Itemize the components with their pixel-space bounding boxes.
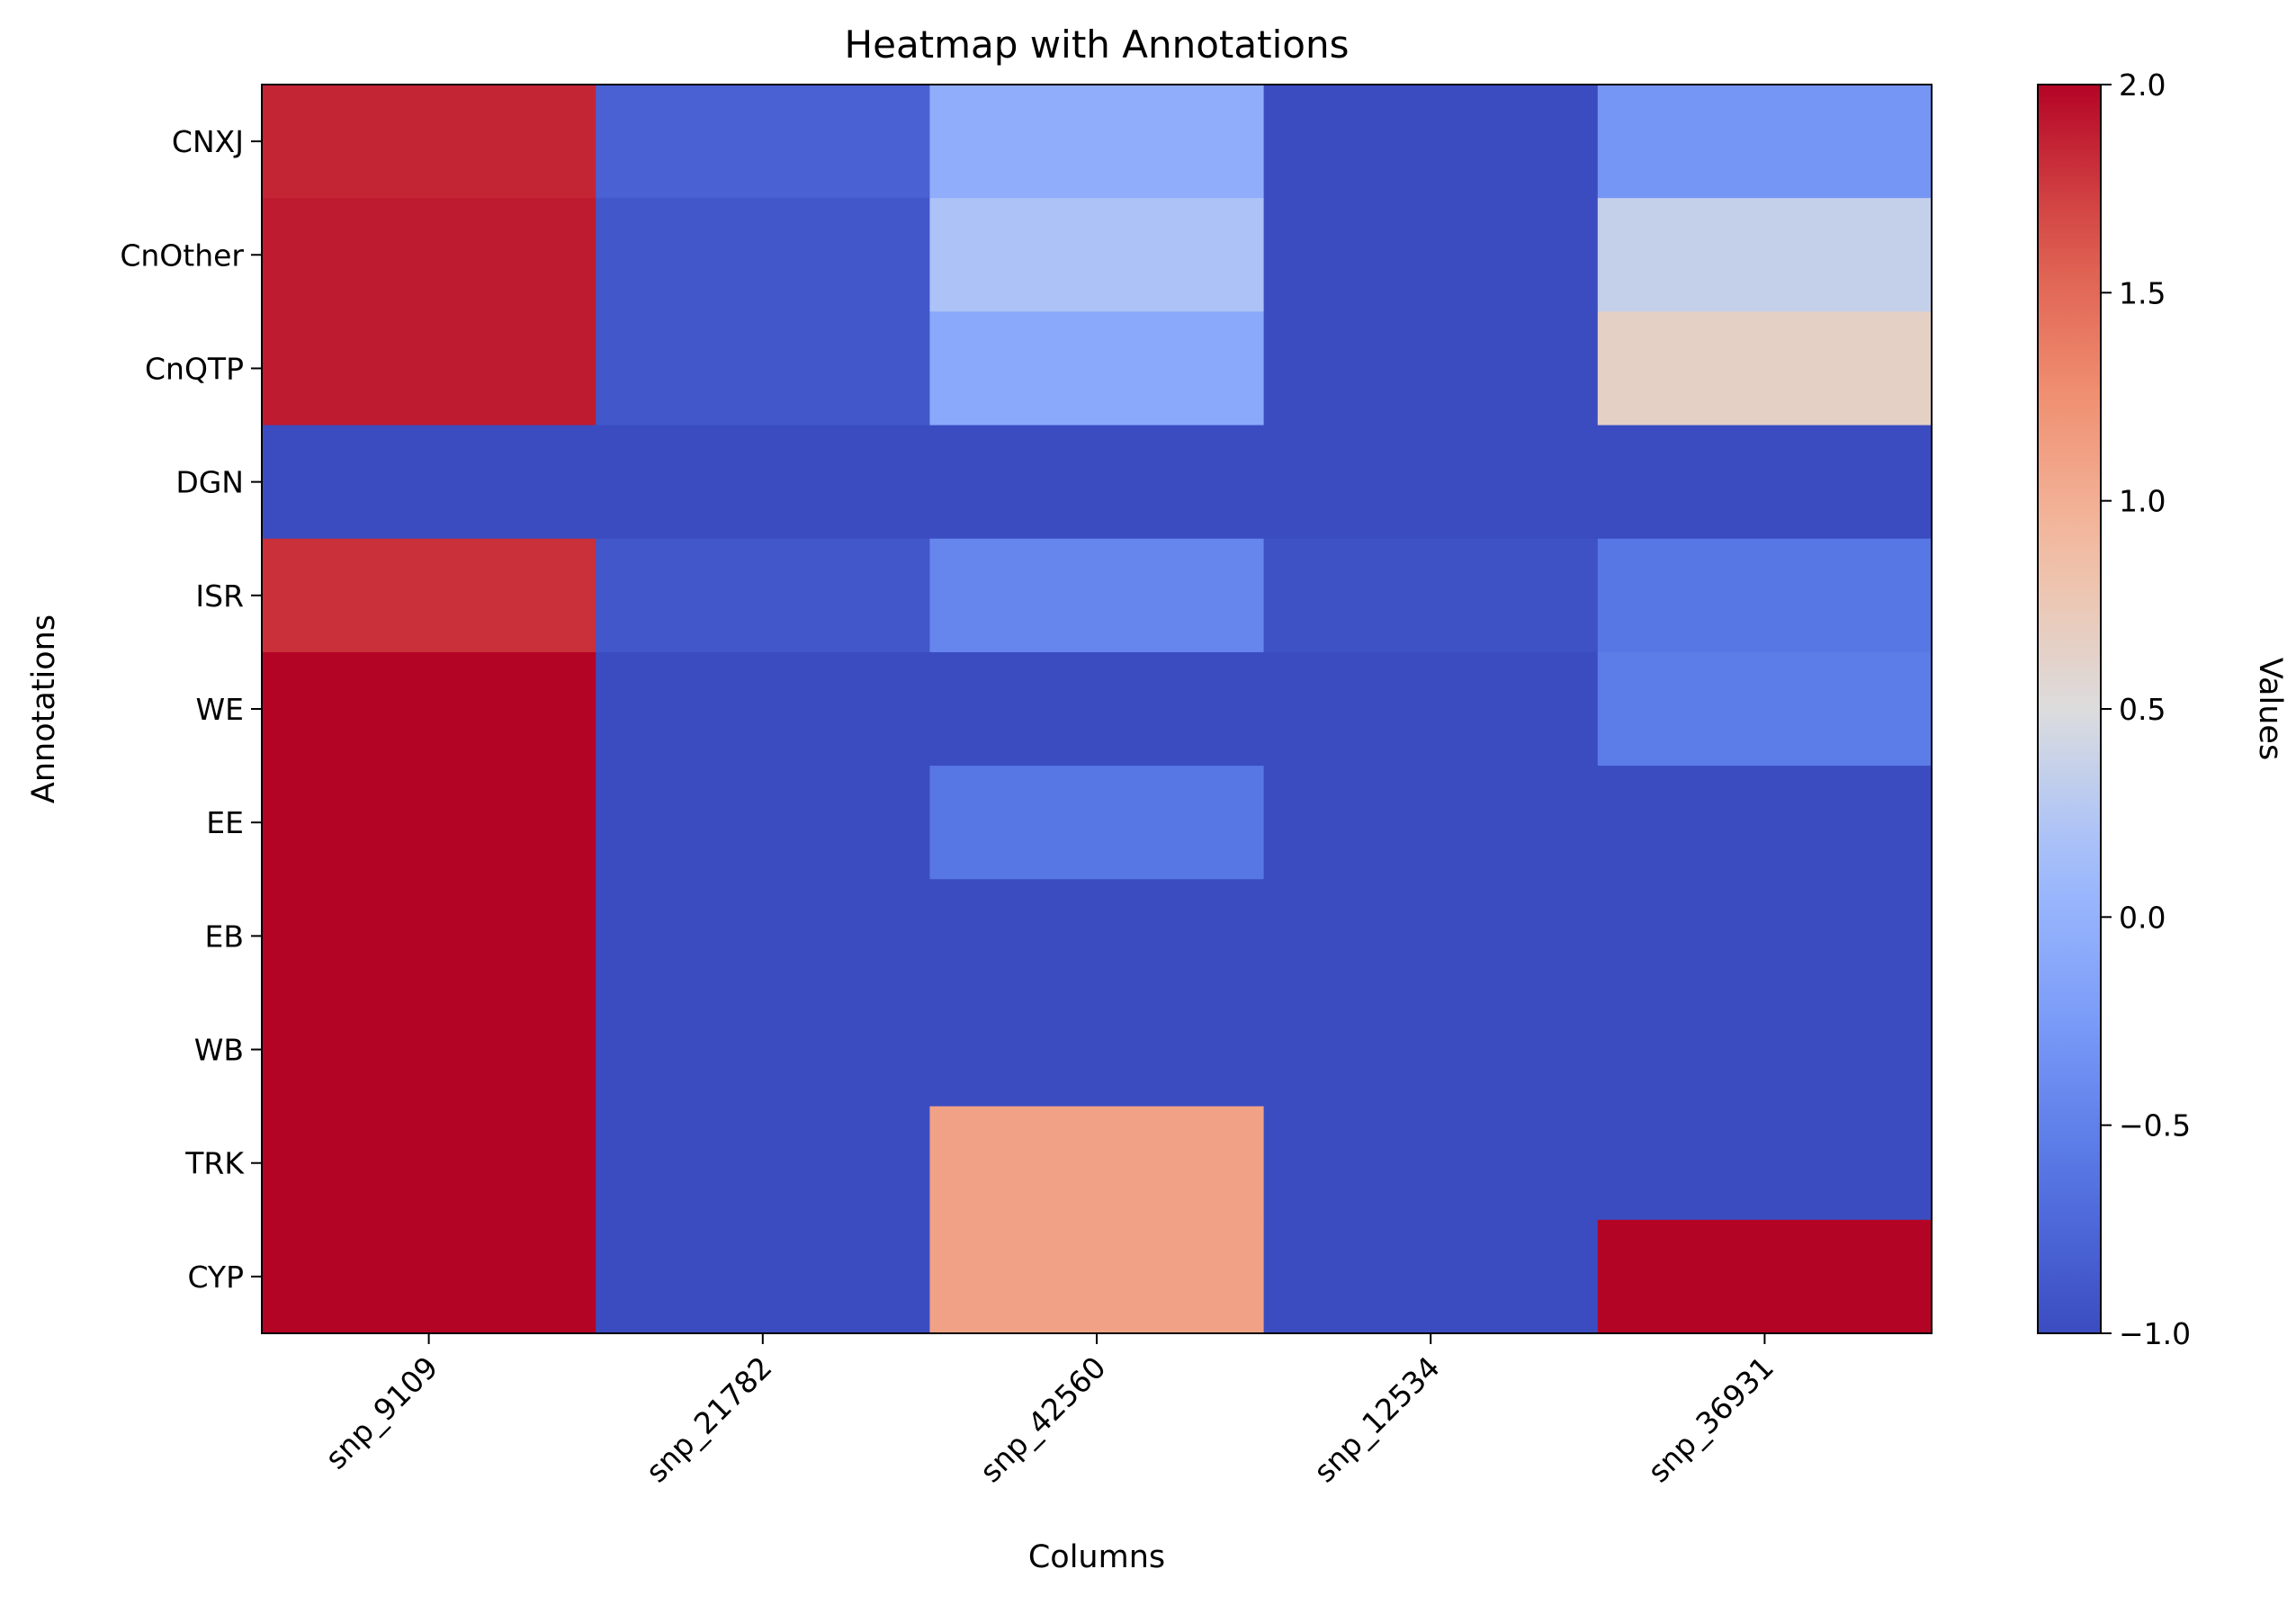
heatmap-cell bbox=[1597, 85, 1933, 199]
colorbar-label: Values bbox=[2252, 658, 2288, 760]
y-tick-label: EE bbox=[206, 805, 244, 840]
heatmap-cell bbox=[1597, 651, 1933, 767]
heatmap-cell bbox=[596, 992, 930, 1107]
colorbar-tick-label: 2.0 bbox=[2119, 67, 2166, 103]
y-tick-label: WB bbox=[194, 1033, 244, 1068]
heatmap-cells bbox=[262, 85, 1933, 1334]
heatmap-cell bbox=[596, 1219, 930, 1334]
y-tick-label: TRK bbox=[184, 1146, 245, 1181]
y-tick-label: CYP bbox=[187, 1260, 244, 1295]
heatmap-cell bbox=[1263, 879, 1599, 994]
heatmap-cell bbox=[929, 1219, 1265, 1334]
heatmap-cell bbox=[262, 766, 596, 880]
heatmap-cell bbox=[1597, 1106, 1933, 1221]
heatmap-cell bbox=[262, 538, 596, 653]
heatmap-cell bbox=[929, 198, 1265, 312]
heatmap-cell bbox=[929, 311, 1265, 426]
heatmap-cell bbox=[596, 425, 930, 540]
x-axis-label: Columns bbox=[1028, 1539, 1165, 1575]
heatmap-cell bbox=[262, 1106, 596, 1221]
heatmap-cell bbox=[1597, 425, 1933, 540]
x-tick-label: snp_42560 bbox=[973, 1349, 1112, 1489]
heatmap-cell bbox=[1263, 1219, 1599, 1334]
heatmap-cell bbox=[1263, 425, 1599, 540]
heatmap-cell bbox=[596, 85, 930, 199]
heatmap-cell bbox=[262, 198, 596, 312]
heatmap-cell bbox=[1263, 766, 1599, 880]
heatmap-cell bbox=[1597, 311, 1933, 426]
colorbar-tick-label: 0.0 bbox=[2119, 900, 2166, 935]
heatmap-cell bbox=[1597, 879, 1933, 994]
heatmap-cell bbox=[929, 651, 1265, 767]
heatmap-cell bbox=[262, 992, 596, 1107]
heatmap-cell bbox=[1597, 1219, 1933, 1334]
y-tick-label: DGN bbox=[175, 465, 244, 500]
y-tick-label: EB bbox=[205, 919, 245, 954]
heatmap-cell bbox=[929, 538, 1265, 653]
colorbar-tick-label: 1.5 bbox=[2119, 275, 2166, 310]
x-axis-ticks: snp_9109 snp_21782 snp_42560 snp_12534 snp_3… bbox=[318, 1333, 1780, 1489]
colorbar-tick-label: −1.0 bbox=[2119, 1316, 2191, 1351]
heatmap-cell bbox=[1597, 992, 1933, 1107]
heatmap-cell bbox=[596, 538, 930, 653]
colorbar bbox=[2037, 84, 2102, 1334]
x-tick-label: snp_9109 bbox=[318, 1349, 444, 1475]
y-tick-label: CnOther bbox=[120, 238, 244, 273]
heatmap-cell bbox=[1263, 992, 1599, 1107]
heatmap-cell bbox=[262, 425, 596, 540]
y-tick-label: CnQTP bbox=[145, 351, 244, 386]
y-tick-label: WE bbox=[196, 692, 244, 727]
heatmap-cell bbox=[1597, 198, 1933, 312]
heatmap-cell bbox=[929, 766, 1265, 880]
y-tick-label: CNXJ bbox=[172, 124, 244, 159]
colorbar-tick-label: −0.5 bbox=[2119, 1108, 2191, 1143]
y-axis-ticks: CNXJ CnOther CnQTP DGN ISR WE EE EB WB TRK CYP bbox=[120, 124, 262, 1295]
x-tick-label: snp_12534 bbox=[1307, 1349, 1447, 1489]
colorbar-tick-label: 0.5 bbox=[2119, 692, 2166, 727]
heatmap-cell bbox=[929, 425, 1265, 540]
colorbar-tick-label: 1.0 bbox=[2119, 484, 2166, 519]
heatmap-cell bbox=[1263, 198, 1599, 312]
heatmap-cell bbox=[1597, 766, 1933, 880]
heatmap-cell bbox=[596, 879, 930, 994]
heatmap-cell bbox=[596, 651, 930, 767]
x-tick-label: snp_36931 bbox=[1641, 1349, 1780, 1489]
heatmap-cell bbox=[596, 311, 930, 426]
x-tick-label: snp_21782 bbox=[639, 1349, 778, 1489]
heatmap-cell bbox=[1263, 311, 1599, 426]
heatmap-cell bbox=[262, 879, 596, 994]
heatmap-cell bbox=[1263, 1106, 1599, 1221]
heatmap-cell bbox=[262, 311, 596, 426]
heatmap-cell bbox=[1263, 85, 1599, 199]
heatmap-cell bbox=[596, 198, 930, 312]
y-tick-label: ISR bbox=[195, 578, 244, 614]
heatmap-cell bbox=[1263, 538, 1599, 653]
heatmap-cell bbox=[929, 992, 1265, 1107]
heatmap-cell bbox=[929, 85, 1265, 199]
heatmap-cell bbox=[929, 1106, 1265, 1221]
heatmap-cell bbox=[262, 651, 596, 767]
heatmap-cell bbox=[1263, 651, 1599, 767]
heatmap-cell bbox=[596, 1106, 930, 1221]
heatmap-cell bbox=[596, 766, 930, 880]
heatmap-cell bbox=[262, 85, 596, 199]
chart-title: Heatmap with Annotations bbox=[845, 22, 1350, 67]
heatmap-cell bbox=[929, 879, 1265, 994]
colorbar-ticks: 2.0 1.5 1.0 0.5 0.0 −0.5 −1.0 bbox=[2101, 67, 2191, 1351]
y-axis-label: Annotations bbox=[26, 614, 62, 803]
heatmap-cell bbox=[1597, 538, 1933, 653]
heatmap-cell bbox=[262, 1219, 596, 1334]
